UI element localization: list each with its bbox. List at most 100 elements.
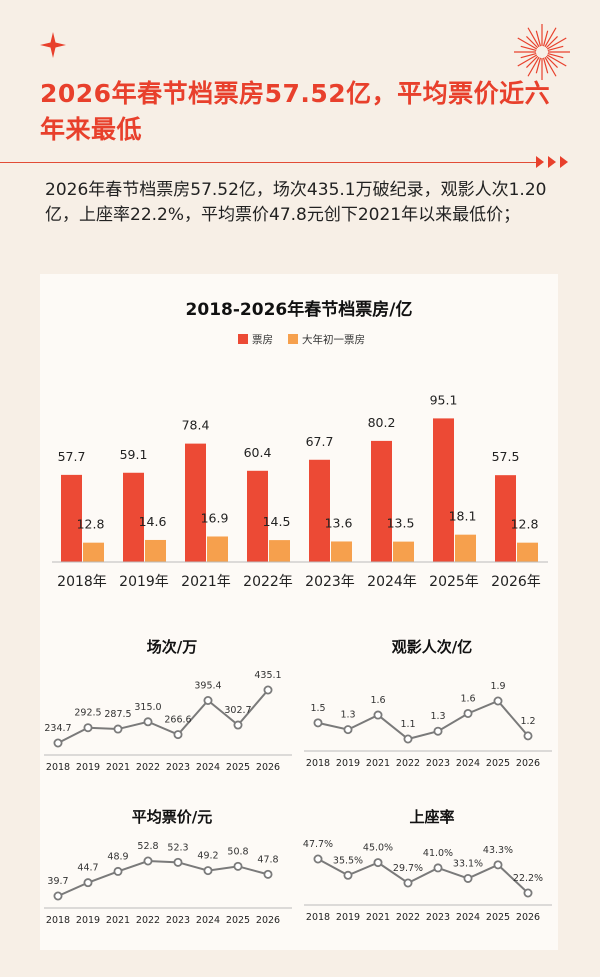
data-point bbox=[233, 861, 243, 871]
bar-first-day bbox=[269, 540, 290, 562]
x-tick-label: 2024 bbox=[456, 758, 480, 769]
data-point bbox=[53, 738, 63, 748]
data-point bbox=[263, 869, 273, 879]
bar-first-day bbox=[517, 542, 538, 562]
x-tick-label: 2021 bbox=[366, 758, 390, 769]
data-label-box-office: 95.1 bbox=[430, 392, 458, 407]
bar-box-office bbox=[61, 474, 82, 562]
data-label-first-day: 18.1 bbox=[449, 509, 477, 524]
firework-ray bbox=[542, 57, 549, 74]
x-tick-label: 2023 bbox=[166, 915, 190, 926]
data-point bbox=[113, 866, 123, 876]
data-point bbox=[233, 720, 243, 730]
x-tick-label: 2025 bbox=[226, 762, 250, 773]
bar-first-day bbox=[455, 534, 476, 562]
bar-box-office bbox=[185, 443, 206, 562]
data-point bbox=[83, 723, 93, 733]
x-tick-label: 2025 bbox=[486, 912, 510, 923]
data-point bbox=[373, 858, 383, 868]
data-label: 45.0% bbox=[363, 843, 393, 854]
data-label: 395.4 bbox=[194, 680, 221, 691]
bar-box-office bbox=[123, 472, 144, 562]
data-label-box-office: 80.2 bbox=[368, 415, 396, 430]
line-chart-title: 观影人次/亿 bbox=[392, 638, 472, 656]
x-tick-label: 2025 bbox=[486, 758, 510, 769]
data-point bbox=[53, 891, 63, 901]
line-chart-title: 上座率 bbox=[409, 808, 454, 826]
data-label-first-day: 14.6 bbox=[139, 514, 167, 529]
bar-first-day bbox=[393, 541, 414, 562]
bar-chart: 57.7 12.8 2018年 59.1 14.6 2019年 78.4 16.9 2021年 6… bbox=[52, 392, 548, 590]
line-chart-avg-price: 平均票价/元 39.7 2018 44.7 2019 48.9 2021 52.8 2022 52… bbox=[44, 808, 292, 926]
data-point bbox=[463, 708, 473, 718]
data-point bbox=[403, 734, 413, 744]
legend-label-first-day: 大年初一票房 bbox=[302, 333, 365, 346]
divider bbox=[0, 162, 540, 163]
x-tick-label: 2019 bbox=[336, 758, 360, 769]
line-chart-title: 平均票价/元 bbox=[132, 808, 212, 826]
bar-box-office bbox=[495, 475, 516, 562]
bar-box-office bbox=[371, 440, 392, 562]
firework-ray bbox=[545, 55, 558, 68]
data-point bbox=[83, 878, 93, 888]
data-label: 47.7% bbox=[303, 839, 333, 850]
x-tick-label: 2019 bbox=[336, 912, 360, 923]
data-point bbox=[463, 873, 473, 883]
legend-label-box-office: 票房 bbox=[252, 333, 273, 346]
data-label: 50.8 bbox=[227, 846, 248, 857]
line-chart-screenings: 场次/万 234.7 2018 292.5 2019 287.5 2021 315.0 2022… bbox=[44, 638, 292, 773]
data-point bbox=[343, 870, 353, 880]
data-point bbox=[173, 730, 183, 740]
x-tick-label: 2022 bbox=[136, 915, 160, 926]
x-tick-label: 2021 bbox=[366, 912, 390, 923]
firework-ray bbox=[527, 27, 540, 48]
data-label: 1.3 bbox=[340, 710, 355, 721]
x-tick-label: 2018 bbox=[306, 758, 330, 769]
data-point bbox=[373, 710, 383, 720]
data-label: 35.5% bbox=[333, 855, 363, 866]
bar-first-day bbox=[207, 536, 228, 562]
x-tick-label: 2021 bbox=[106, 915, 130, 926]
firework-ray bbox=[546, 54, 567, 67]
x-tick-label: 2022年 bbox=[243, 574, 293, 590]
data-point bbox=[493, 696, 503, 706]
firework-ray bbox=[546, 37, 567, 50]
data-label-first-day: 14.5 bbox=[263, 514, 291, 529]
x-tick-label: 2025 bbox=[226, 915, 250, 926]
data-label: 1.6 bbox=[460, 693, 475, 704]
firework-icon bbox=[514, 24, 570, 80]
firework-ray bbox=[526, 55, 539, 68]
intro-text: 2026年春节档票房57.52亿，场次435.1万破纪录，观影人次1.20亿，上… bbox=[45, 180, 547, 225]
firework-ray bbox=[517, 37, 538, 50]
bar-first-day bbox=[145, 539, 166, 562]
data-label-box-office: 57.5 bbox=[492, 449, 520, 464]
x-tick-label: 2023年 bbox=[305, 574, 355, 590]
firework-ray bbox=[517, 54, 538, 67]
data-label: 49.2 bbox=[197, 851, 218, 862]
firework-ray bbox=[520, 52, 537, 59]
x-tick-label: 2026年 bbox=[491, 574, 541, 590]
data-point bbox=[263, 685, 273, 695]
firework-ray bbox=[544, 56, 557, 77]
x-tick-label: 2024 bbox=[196, 915, 220, 926]
x-tick-label: 2023 bbox=[426, 758, 450, 769]
series-line bbox=[57, 859, 269, 897]
series-line bbox=[317, 858, 529, 894]
data-point bbox=[203, 695, 213, 705]
data-label: 315.0 bbox=[134, 702, 161, 713]
data-label: 33.1% bbox=[453, 858, 483, 869]
data-label: 1.1 bbox=[400, 719, 415, 730]
data-label: 22.2% bbox=[513, 873, 543, 884]
legend-swatch-box-office bbox=[238, 334, 248, 344]
x-tick-label: 2023 bbox=[426, 912, 450, 923]
data-label: 1.3 bbox=[430, 711, 445, 722]
x-tick-label: 2018 bbox=[306, 912, 330, 923]
data-label-first-day: 12.8 bbox=[511, 517, 539, 532]
bar-box-office bbox=[247, 470, 268, 562]
data-label-first-day: 16.9 bbox=[201, 510, 229, 525]
data-label-box-office: 57.7 bbox=[58, 449, 86, 464]
series-line bbox=[57, 689, 269, 744]
x-tick-label: 2026 bbox=[516, 758, 540, 769]
data-point bbox=[173, 857, 183, 867]
charts-canvas: 2018-2026年春节档票房/亿 票房 大年初一票房 57.7 12.8 2018… bbox=[44, 299, 552, 926]
